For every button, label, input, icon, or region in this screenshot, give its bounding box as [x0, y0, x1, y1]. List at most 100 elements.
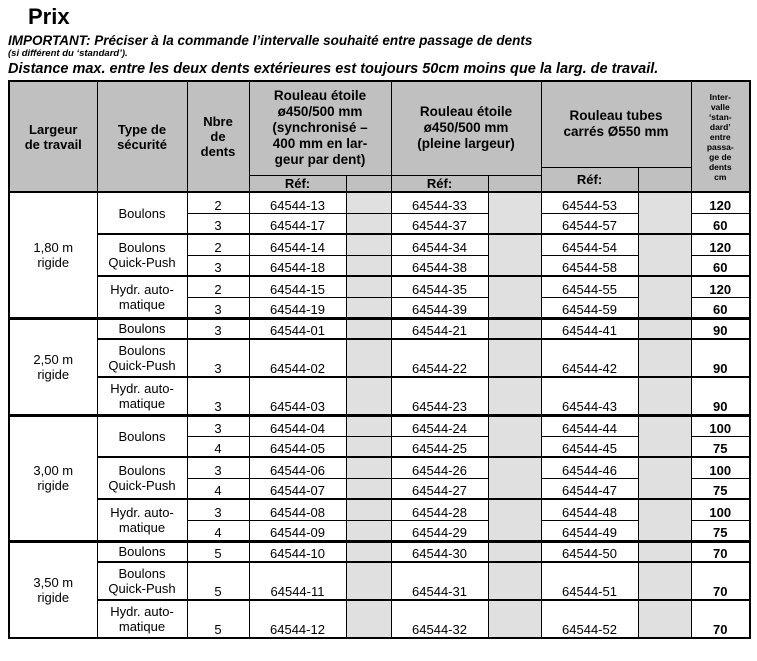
ref-pleine-cell: 64544-23 [390, 376, 489, 416]
col-header-largeur: Largeur de travail [8, 80, 98, 193]
price-blank-tubes-cell [637, 599, 692, 639]
intervalle-cell: 90 [690, 338, 751, 378]
intervalle-cell: 100 [690, 456, 751, 479]
ref-pleine-cell: 64544-28 [390, 498, 489, 521]
price-blank-sync-cell [345, 316, 392, 340]
intervalle-cell: 75 [690, 519, 751, 542]
dents-cell: 3 [186, 254, 250, 277]
ref-tubes-cell: 64544-44 [540, 413, 639, 437]
intervalle-cell: 60 [690, 212, 751, 235]
ref-pleine-cell: 64544-24 [390, 413, 489, 437]
table-row: Boulons Quick-Push 3 64544-02 64544-22 64544… [9, 338, 751, 378]
price-blank-sync-cell [345, 275, 392, 298]
ref-tubes-cell: 64544-54 [540, 233, 639, 256]
price-blank-pleine-cell [487, 456, 542, 500]
type-cell: Hydr. auto- matique [96, 599, 188, 639]
intervalle-cell: 70 [690, 599, 751, 639]
ref-tubes-cell: 64544-45 [540, 435, 639, 458]
type-cell: Boulons Quick-Push [96, 338, 188, 378]
ref-pleine-cell: 64544-32 [390, 599, 489, 639]
intervalle-cell: 75 [690, 477, 751, 500]
price-blank-sync-cell [345, 435, 392, 458]
col-header-type: Type de sécurité [96, 80, 188, 193]
ref-tubes-cell: 64544-46 [540, 456, 639, 479]
price-blank-sync-cell [345, 413, 392, 437]
table-row: Hydr. auto- matique 5 64544-12 64544-32 6454… [9, 599, 751, 639]
price-blank-sync-cell [345, 254, 392, 277]
ref-pleine-cell: 64544-26 [390, 456, 489, 479]
price-blank-tubes-cell [637, 316, 692, 340]
dents-cell: 2 [186, 191, 250, 214]
intervalle-cell: 120 [690, 191, 751, 214]
col-header-rouleau-pleine: Rouleau étoile ø450/500 mm (pleine large… [390, 80, 542, 176]
price-blank-tubes-cell [637, 191, 692, 235]
distance-notice: Distance max. entre les deux dents extér… [8, 61, 659, 77]
type-cell: Boulons [96, 316, 188, 340]
ref-tubes-cell: 64544-59 [540, 296, 639, 319]
dents-cell: 3 [186, 413, 250, 437]
ref-sync-cell: 64544-04 [248, 413, 347, 437]
intervalle-cell: 120 [690, 275, 751, 298]
ref-sync-cell: 64544-15 [248, 275, 347, 298]
price-blank-tubes-cell [637, 498, 692, 542]
table-row: 4 64544-05 64544-25 64544-45 75 [9, 435, 751, 458]
type-cell: Boulons [96, 539, 188, 563]
dents-cell: 5 [186, 599, 250, 639]
dents-cell: 3 [186, 296, 250, 319]
price-blank-tubes-cell [637, 456, 692, 500]
ref-pleine-cell: 64544-27 [390, 477, 489, 500]
ref-tubes-cell: 64544-48 [540, 498, 639, 521]
dents-cell: 4 [186, 519, 250, 542]
ref-header-sync: Réf: [248, 174, 347, 193]
price-blank-pleine-cell [487, 316, 542, 340]
type-cell: Boulons Quick-Push [96, 561, 188, 601]
intervalle-cell: 70 [690, 539, 751, 563]
type-cell: Boulons [96, 413, 188, 458]
ref-pleine-cell: 64544-30 [390, 539, 489, 563]
price-blank-sync-cell [345, 599, 392, 639]
ref-sync-cell: 64544-13 [248, 191, 347, 214]
dents-cell: 3 [186, 212, 250, 235]
price-blank-tubes-cell [637, 338, 692, 378]
ref-tubes-cell: 64544-51 [540, 561, 639, 601]
price-blank-pleine-cell [487, 275, 542, 319]
ref-sync-cell: 64544-18 [248, 254, 347, 277]
ref-sync-cell: 64544-01 [248, 316, 347, 340]
price-blank-sync-cell [345, 498, 392, 521]
ref-pleine-cell: 64544-34 [390, 233, 489, 256]
ref-tubes-cell: 64544-57 [540, 212, 639, 235]
table-row: 3 64544-18 64544-38 64544-58 60 [9, 254, 751, 277]
ref-sync-cell: 64544-03 [248, 376, 347, 416]
ref-sync-cell: 64544-07 [248, 477, 347, 500]
price-header-blank-pleine [487, 174, 542, 193]
table-row: Boulons Quick-Push 2 64544-14 64544-34 64544… [9, 233, 751, 277]
table-row: Hydr. auto- matique 3 64544-08 64544-28 6454… [9, 498, 751, 542]
type-cell: Hydr. auto- matique [96, 275, 188, 319]
ref-tubes-cell: 64544-42 [540, 338, 639, 378]
price-blank-sync-cell [345, 212, 392, 235]
dents-cell: 3 [186, 498, 250, 521]
ref-header-pleine: Réf: [390, 174, 489, 193]
col-header-dents: Nbre de dents [186, 80, 250, 193]
largeur-cell: 2,50 m rigide [8, 316, 98, 416]
ref-pleine-cell: 64544-39 [390, 296, 489, 319]
ref-sync-cell: 64544-09 [248, 519, 347, 542]
ref-sync-cell: 64544-19 [248, 296, 347, 319]
table-row: 3,50 m rigide Boulons 5 64544-10 64544-30 645… [8, 539, 751, 639]
dents-cell: 5 [186, 561, 250, 601]
ref-pleine-cell: 64544-35 [390, 275, 489, 298]
ref-pleine-cell: 64544-37 [390, 212, 489, 235]
ref-sync-cell: 64544-06 [248, 456, 347, 479]
price-blank-sync-cell [345, 191, 392, 214]
price-blank-pleine-cell [487, 498, 542, 542]
type-cell: Boulons Quick-Push [96, 456, 188, 500]
price-blank-pleine-cell [487, 561, 542, 601]
dents-cell: 3 [186, 316, 250, 340]
price-blank-sync-cell [345, 561, 392, 601]
price-blank-sync-cell [345, 233, 392, 256]
table-row: Boulons Quick-Push 5 64544-11 64544-31 64544… [9, 561, 751, 601]
price-table-body: 1,80 m rigide Boulons 2 64544-13 64544-33 645… [8, 191, 751, 639]
ref-tubes-cell: 64544-50 [540, 539, 639, 563]
page-title: Prix [28, 4, 70, 29]
table-row: 3,00 m rigide Boulons 3 64544-04 64544-24 645… [8, 413, 751, 542]
